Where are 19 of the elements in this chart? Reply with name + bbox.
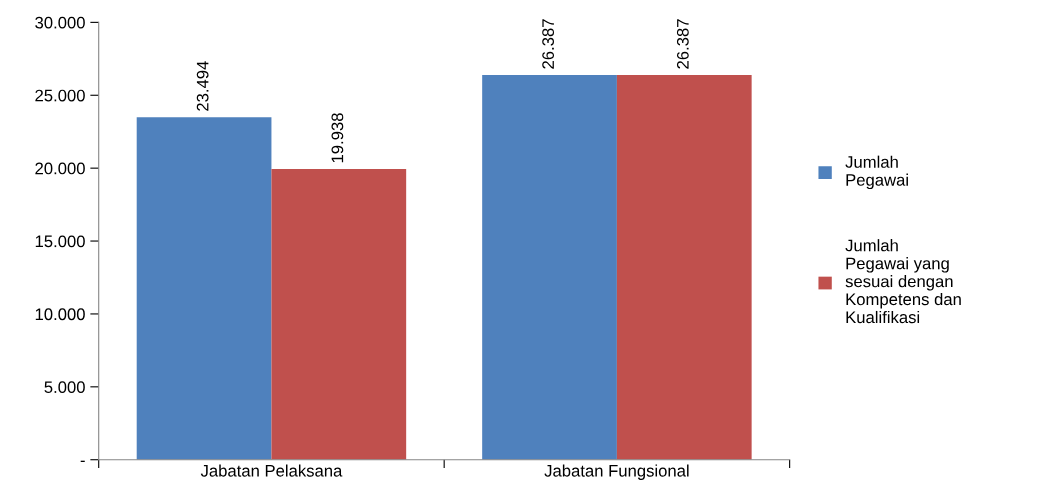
bar [271, 169, 407, 460]
y-tick-label: 30.000 [35, 16, 85, 29]
data-label: 23.494 [196, 61, 209, 111]
data-label: 19.938 [331, 113, 344, 163]
y-tick-label: 10.000 [35, 308, 85, 321]
y-tick-label: 15.000 [35, 235, 85, 248]
y-tick-label: 25.000 [35, 89, 85, 102]
bar [136, 117, 272, 460]
y-tick-label: - [80, 460, 85, 462]
y-tick-label: 5.000 [44, 381, 85, 394]
legend-label: Jumlah Pegawai [845, 155, 908, 190]
bar [616, 75, 752, 460]
x-tick-label: Jabatan Fungsional [544, 464, 689, 480]
legend-label: Jumlah Pegawai yang sesuai dengan Kompetens dan Kualifikasi [845, 239, 961, 324]
bar [482, 75, 617, 460]
y-tick-label: 20.000 [35, 162, 85, 175]
x-tick-label: Jabatan Pelaksana [200, 464, 343, 477]
data-label: 26.387 [542, 19, 555, 69]
data-label: 26.387 [676, 19, 689, 69]
